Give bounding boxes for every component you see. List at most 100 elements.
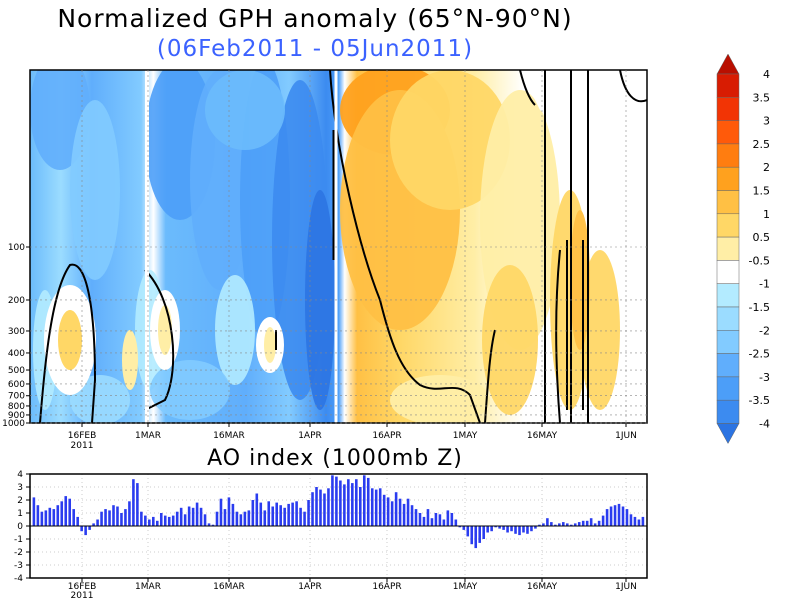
ao-bar — [36, 505, 40, 526]
ao-x-tick-label: 1JUN — [615, 582, 637, 592]
ao-bar — [581, 520, 585, 526]
ao-bar — [558, 523, 561, 526]
ao-bar — [585, 520, 589, 526]
ao-bar — [112, 505, 115, 526]
ao-bar — [613, 505, 617, 526]
zero-contour — [619, 70, 647, 103]
ao-bar — [494, 526, 497, 528]
ao-chart-title: AO index (1000mb Z) — [207, 446, 463, 471]
colorbar-label: -1 — [759, 278, 770, 291]
ao-bar — [406, 498, 410, 526]
y-tick-label: 200 — [8, 296, 25, 306]
ao-x-tick-label: 16APR — [372, 582, 401, 592]
ao-bar — [617, 503, 621, 526]
x-tick-label: 1MAR — [135, 431, 161, 441]
ao-bar — [601, 515, 605, 526]
ao-bar — [398, 498, 402, 526]
ao-bar — [279, 505, 282, 526]
y-tick-label: 100 — [8, 243, 25, 253]
ao-y-tick-label: -4 — [14, 574, 23, 584]
colorbar-label: -0.5 — [749, 254, 770, 267]
y-tick-label: 300 — [8, 327, 25, 337]
ao-bar — [255, 493, 259, 526]
ao-bar — [426, 509, 430, 526]
colorbar-segment — [716, 73, 740, 98]
ao-bar — [339, 480, 342, 526]
positive-anomaly-region — [390, 375, 490, 423]
ao-bar — [307, 500, 310, 526]
ao-bar — [72, 509, 75, 526]
x-tick-label: 16APR — [372, 431, 401, 441]
colorbar-segment — [716, 143, 740, 168]
ao-bar — [458, 526, 462, 528]
ao-bar — [295, 501, 298, 526]
ao-bar — [32, 497, 36, 526]
ao-bar — [40, 511, 44, 526]
ao-bar — [303, 511, 306, 526]
ao-bar — [80, 526, 83, 532]
ao-bar — [84, 526, 87, 536]
ao-bar — [562, 522, 565, 526]
chart-title: Normalized GPH anomaly (65°N-90°N) — [57, 4, 573, 33]
x-tick-label: 1APR — [298, 431, 322, 441]
ao-bar — [621, 506, 625, 526]
ao-bar — [510, 526, 513, 532]
ao-bar — [88, 526, 91, 530]
ao-bar — [227, 497, 231, 526]
ao-bar — [120, 513, 123, 526]
y-tick-label: 800 — [8, 402, 25, 412]
ao-bar — [546, 518, 549, 526]
ao-bar — [311, 492, 314, 526]
colorbar-segment — [716, 190, 740, 215]
zero-contour — [484, 329, 496, 423]
ao-bar — [629, 514, 633, 526]
negative-anomaly-region — [215, 275, 255, 385]
positive-anomaly-region — [264, 327, 276, 363]
ao-bar — [287, 503, 290, 526]
ao-bar — [327, 488, 330, 526]
ao-bar — [518, 526, 521, 536]
ao-bar — [148, 519, 151, 526]
colorbar-label: 1.5 — [753, 185, 771, 198]
ao-x-tick-label: 16MAY — [527, 582, 558, 592]
ao-bar — [323, 493, 326, 526]
zero-contour — [144, 269, 175, 411]
ao-y-tick-label: 2 — [17, 496, 23, 506]
ao-bar — [195, 502, 199, 526]
ao-bar — [199, 507, 203, 526]
ao-bar — [514, 526, 517, 534]
chart-subtitle: (06Feb2011 - 05Jun2011) — [156, 36, 474, 62]
ao-bar — [68, 498, 72, 526]
colorbar-segment — [716, 120, 740, 145]
ao-bar — [132, 479, 135, 526]
ao-bar — [498, 526, 501, 529]
ao-bar — [637, 519, 641, 526]
ao-y-tick-label: -2 — [14, 548, 23, 558]
ao-bar — [410, 505, 414, 526]
ao-bar — [418, 513, 422, 526]
ao-bar — [128, 501, 131, 526]
ao-bar — [187, 506, 191, 526]
ao-bar — [76, 516, 79, 526]
ao-bar — [442, 519, 446, 526]
x-tick-label: 16MAR — [213, 431, 245, 441]
ao-bar — [335, 476, 338, 526]
zero-contour — [329, 70, 481, 423]
ao-bar — [207, 523, 211, 526]
ao-bar — [283, 507, 286, 526]
ao-bar — [589, 518, 593, 526]
colorbar-label: -2.5 — [749, 348, 770, 361]
ao-bar — [171, 515, 175, 526]
ao-bar — [215, 511, 219, 526]
x-tick-label: 1JUN — [615, 431, 637, 441]
positive-anomaly-region — [390, 70, 510, 210]
colorbar-label: -2 — [759, 324, 770, 337]
ao-bar — [155, 520, 159, 526]
ao-bar — [530, 526, 533, 532]
ao-bar — [462, 526, 466, 530]
ao-bar — [92, 523, 95, 526]
ao-bar — [60, 501, 64, 526]
ao-bar — [390, 501, 394, 526]
heatmap-field — [30, 70, 647, 423]
ao-bar — [203, 514, 207, 526]
